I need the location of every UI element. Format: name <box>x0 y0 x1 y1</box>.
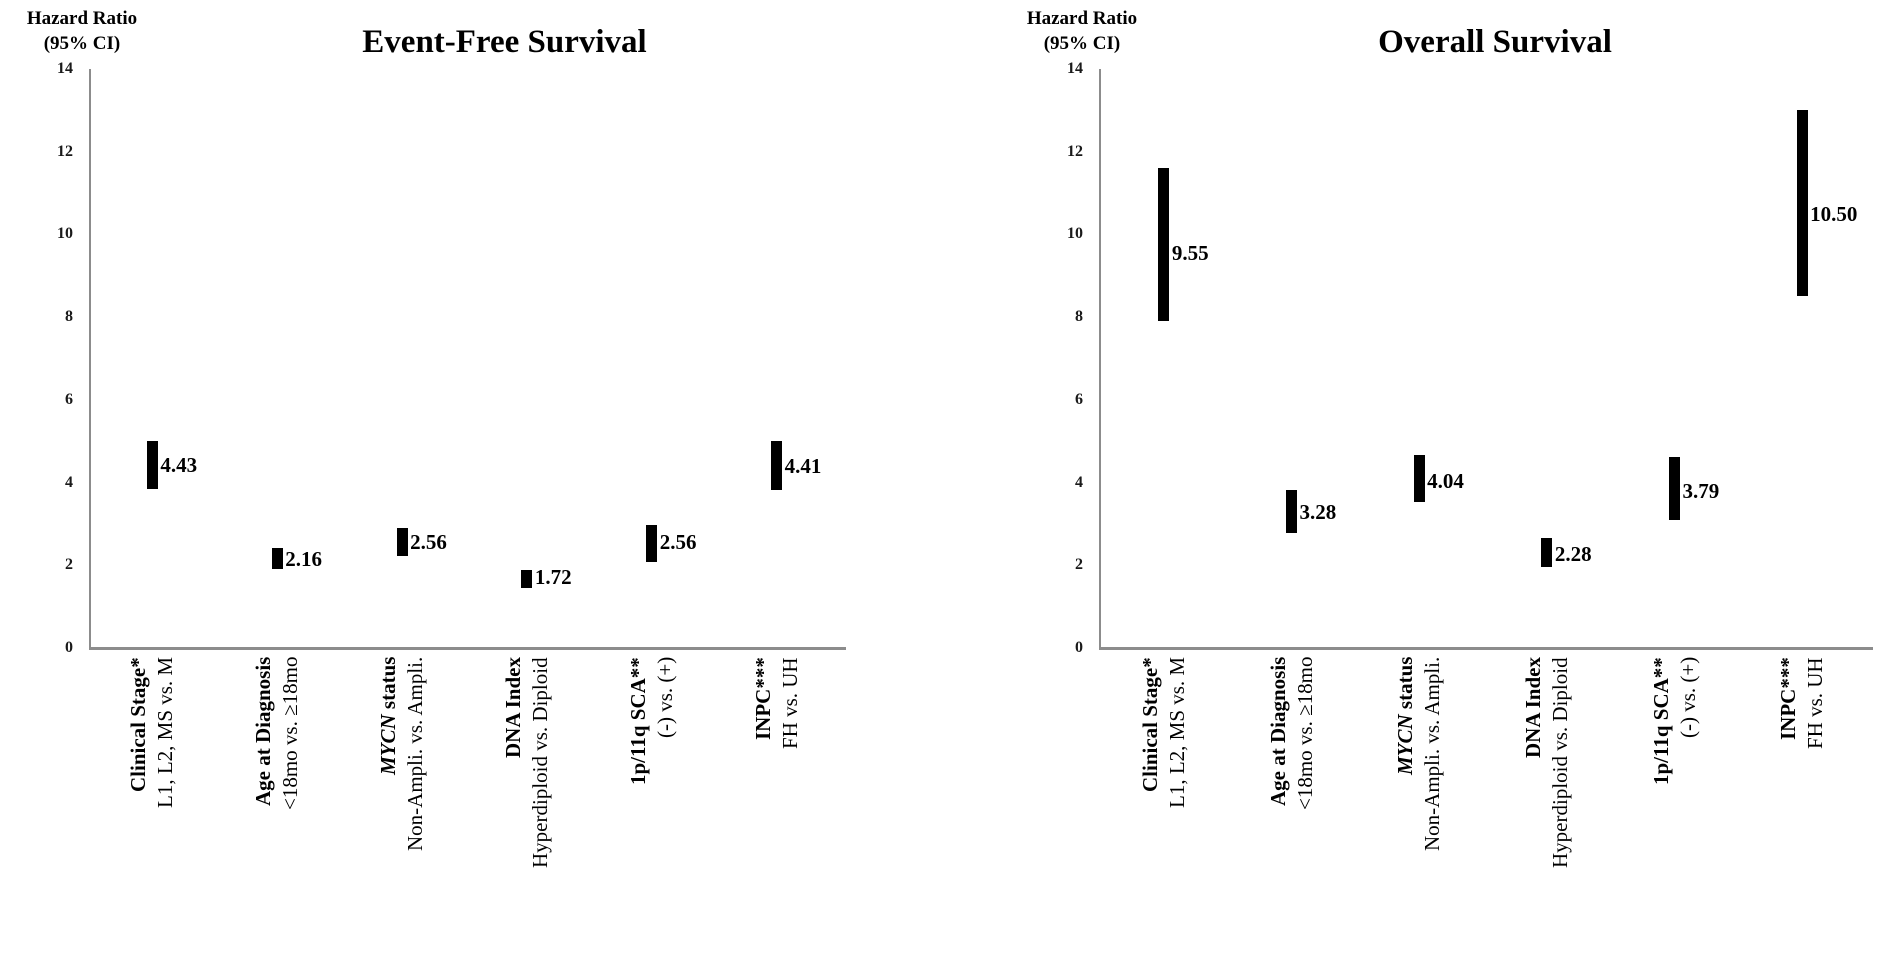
category-name: DNA Index <box>500 657 525 758</box>
hr-value-label-os: 3.79 <box>1682 479 1720 504</box>
y-axis-title-os: Hazard Ratio (95% CI) <box>1002 6 1162 56</box>
y-axis-title-line1: Hazard Ratio <box>1026 8 1138 29</box>
ci-bar-os <box>1796 110 1808 297</box>
y-axis-title-line2: (95% CI) <box>43 33 121 54</box>
category-comparison: Hyperdiploid vs. Diploid <box>1547 657 1572 868</box>
category-comparison: L1, L2, MS vs. M <box>153 657 178 809</box>
category-name: Age at Diagnosis <box>251 657 276 807</box>
category-label-efs: DNA Index Hyperdiploid vs. Diploid <box>500 657 554 955</box>
ci-bar-os <box>1669 456 1680 520</box>
hr-value-label-efs: 2.56 <box>659 530 697 555</box>
hr-value-label-efs: 2.16 <box>285 546 322 571</box>
category-label-efs: MYCN status Non-Ampli. vs. Ampli. <box>375 657 429 955</box>
hr-value-label-os: 10.50 <box>1810 201 1858 226</box>
y-tick-label-os: 0 <box>1075 639 1083 656</box>
hr-value-label-os: 4.04 <box>1427 468 1464 493</box>
category-comparison: L1, L2, MS vs. M <box>1164 657 1189 809</box>
category-label-efs: 1p/11q SCA** (-) vs. (+) <box>625 657 679 955</box>
category-label-os: Age at Diagnosis <18mo vs. ≥18mo <box>1265 657 1319 955</box>
y-tick-label-os: 6 <box>1075 390 1083 408</box>
category-label-os: MYCN status Non-Ampli. vs. Ampli. <box>1392 657 1446 955</box>
category-name: DNA Index <box>1520 657 1545 758</box>
hr-value-label-efs: 4.43 <box>160 452 198 477</box>
category-name: INPC*** <box>750 657 775 740</box>
y-tick-label-efs: 14 <box>57 60 73 77</box>
hr-value-label-efs: 2.56 <box>410 530 447 555</box>
category-name: Age at Diagnosis <box>1265 657 1290 807</box>
category-name: MYCN status <box>1393 657 1418 776</box>
category-name-italic-part: MYCN <box>1393 714 1418 776</box>
chart-title-efs: Event-Free Survival <box>362 24 647 60</box>
category-label-os: DNA Index Hyperdiploid vs. Diploid <box>1520 657 1574 955</box>
y-tick-label-efs: 6 <box>65 390 73 408</box>
category-comparison: Non-Ampli. vs. Ampli. <box>1420 657 1445 852</box>
x-axis-line-os <box>1099 647 1873 650</box>
category-label-os: Clinical Stage* L1, L2, MS vs. M <box>1137 657 1191 955</box>
y-tick-label-os: 12 <box>1067 142 1083 160</box>
ci-bar-efs <box>521 569 533 589</box>
y-axis-line-os <box>1099 69 1101 648</box>
y-tick-label-efs: 2 <box>65 556 73 574</box>
ci-bar-os <box>1413 454 1425 502</box>
y-axis-title-line2: (95% CI) <box>1043 33 1121 54</box>
y-tick-label-efs: 12 <box>57 142 73 160</box>
ci-bar-efs <box>646 525 658 562</box>
category-label-efs: Clinical Stage* L1, L2, MS vs. M <box>125 657 179 955</box>
ci-bar-os <box>1286 490 1297 534</box>
y-axis-line-efs <box>89 69 91 648</box>
category-comparison: <18mo vs. ≥18mo <box>278 657 303 811</box>
y-tick-label-efs: 0 <box>65 639 73 656</box>
category-name: Clinical Stage* <box>126 657 151 792</box>
y-tick-label-os: 2 <box>1075 556 1083 574</box>
category-label-os: INPC*** FH vs. UH <box>1775 657 1829 955</box>
hr-value-label-efs: 1.72 <box>534 564 572 589</box>
ci-bar-efs <box>146 441 158 489</box>
y-axis-title-line1: Hazard Ratio <box>26 8 138 29</box>
x-axis-line-efs <box>89 647 846 650</box>
hr-value-label-os: 3.28 <box>1299 500 1337 525</box>
y-tick-label-os: 8 <box>1075 308 1083 326</box>
ci-bar-os <box>1541 537 1553 567</box>
category-name: INPC*** <box>1776 657 1801 740</box>
category-name: 1p/11q SCA** <box>1648 657 1673 785</box>
category-comparison: FH vs. UH <box>777 657 802 749</box>
hr-value-label-os: 9.55 <box>1171 241 1209 266</box>
category-comparison: (-) vs. (+) <box>652 657 677 739</box>
category-comparison: <18mo vs. ≥18mo <box>1292 657 1317 811</box>
category-name: Clinical Stage* <box>1137 657 1162 792</box>
category-name: 1p/11q SCA** <box>625 657 650 785</box>
category-label-efs: INPC*** FH vs. UH <box>750 657 804 955</box>
y-tick-label-os: 4 <box>1075 473 1083 491</box>
y-tick-label-os: 10 <box>1067 225 1083 243</box>
category-comparison: FH vs. UH <box>1803 657 1828 749</box>
hr-value-label-efs: 4.41 <box>784 453 822 478</box>
category-label-efs: Age at Diagnosis <18mo vs. ≥18mo <box>250 657 304 955</box>
ci-bar-efs <box>771 441 783 490</box>
ci-bar-os <box>1158 168 1170 322</box>
chart-title-os: Overall Survival <box>1378 24 1612 60</box>
category-name: MYCN status <box>376 657 401 776</box>
y-tick-label-efs: 10 <box>57 225 73 243</box>
category-comparison: (-) vs. (+) <box>1675 657 1700 739</box>
ci-bar-efs <box>396 528 408 557</box>
y-tick-label-efs: 8 <box>65 308 73 326</box>
category-label-os: 1p/11q SCA** (-) vs. (+) <box>1648 657 1702 955</box>
hr-value-label-os: 2.28 <box>1554 541 1592 566</box>
category-comparison: Hyperdiploid vs. Diploid <box>527 657 552 868</box>
y-axis-title-efs: Hazard Ratio (95% CI) <box>2 6 162 56</box>
category-comparison: Non-Ampli. vs. Ampli. <box>403 657 428 852</box>
ci-bar-efs <box>271 547 283 570</box>
category-name-italic-part: MYCN <box>376 714 401 776</box>
y-tick-label-efs: 4 <box>65 473 73 491</box>
y-tick-label-os: 14 <box>1067 60 1083 77</box>
